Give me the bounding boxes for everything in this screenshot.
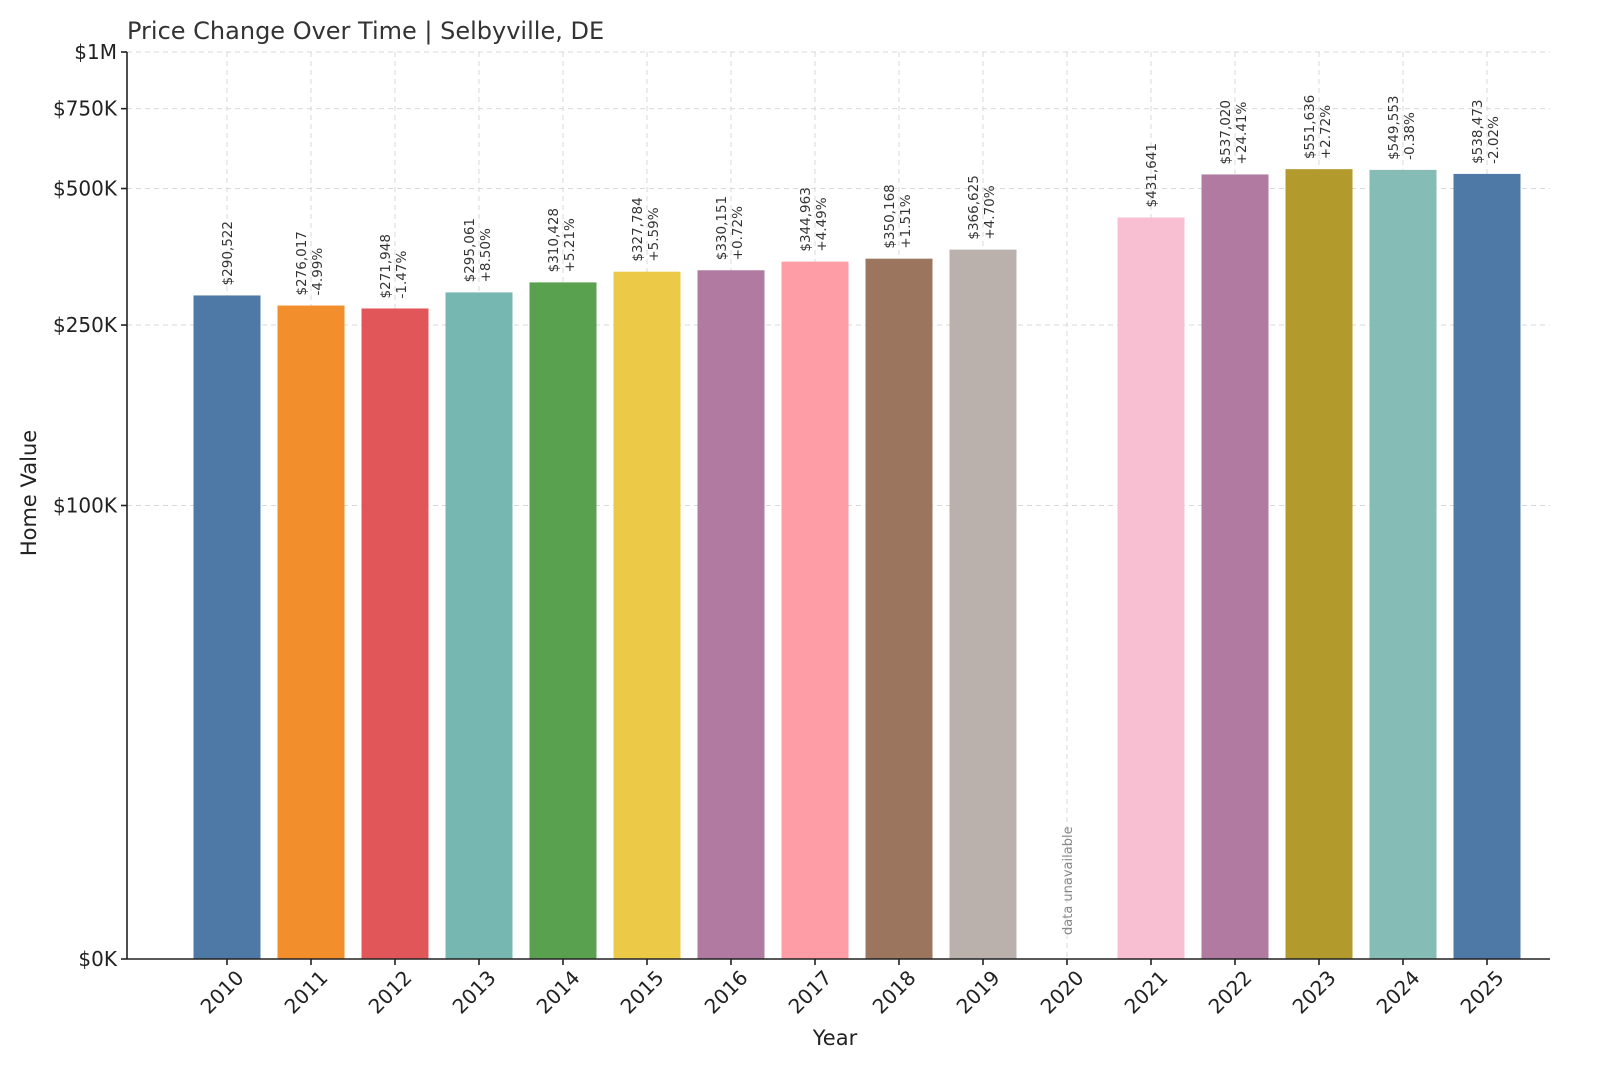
y-tick-label: $100K	[53, 494, 118, 518]
change-label: +4.70%	[982, 185, 998, 239]
x-tick-label: 2021	[1120, 966, 1173, 1019]
x-tick-label: 2011	[280, 966, 333, 1019]
change-label: +4.49%	[814, 197, 830, 251]
change-label: -2.02%	[1486, 116, 1502, 164]
y-tick-label: $250K	[53, 313, 118, 337]
bar-label-layer: $290,522 $276,017 -4.99% $271,948 -1.47% $295…	[220, 95, 1502, 935]
y-tick-label: $0K	[78, 947, 117, 971]
value-label: $549,553	[1386, 95, 1402, 159]
x-tick-label: 2017	[784, 966, 837, 1019]
x-tick-label: 2024	[1372, 966, 1425, 1019]
bar-2025	[1453, 173, 1521, 959]
value-label: $276,017	[294, 231, 310, 295]
value-label: $271,948	[378, 234, 394, 298]
bar-2012	[361, 308, 429, 959]
value-label: $310,428	[546, 208, 562, 272]
bar-2017	[781, 261, 849, 959]
bar-layer	[193, 169, 1521, 960]
bar-2015	[613, 271, 681, 959]
value-label: $537,020	[1218, 100, 1234, 164]
bar-2013	[445, 292, 513, 959]
x-tick-label: 2025	[1456, 966, 1509, 1019]
bar-2018	[865, 258, 933, 959]
y-axis-label: Home Value	[17, 430, 41, 556]
x-tick-label: 2010	[196, 966, 249, 1019]
x-tick-label: 2013	[448, 966, 501, 1019]
change-label: -0.38%	[1402, 112, 1418, 160]
x-tick-label: 2014	[532, 966, 585, 1019]
x-tick-label: 2022	[1204, 966, 1257, 1019]
x-axis-label: Year	[812, 1026, 858, 1050]
change-label: -1.47%	[394, 251, 410, 299]
value-label: $290,522	[220, 221, 236, 285]
value-label: $327,784	[630, 197, 646, 261]
x-tick-label: 2012	[364, 966, 417, 1019]
x-tick-label: 2019	[952, 966, 1005, 1019]
x-tick-label: 2015	[616, 966, 669, 1019]
x-tick-label: 2016	[700, 966, 753, 1019]
x-tick-label: 2023	[1288, 966, 1341, 1019]
change-label: +5.59%	[646, 207, 662, 261]
bar-2014	[529, 282, 597, 959]
bar-2022	[1201, 174, 1269, 959]
change-label: +0.72%	[730, 206, 746, 260]
value-label: $538,473	[1470, 99, 1486, 163]
y-tick-label: $500K	[53, 177, 118, 201]
value-label: $366,625	[966, 175, 982, 239]
y-tick-label: $750K	[53, 97, 118, 121]
bar-2010	[193, 295, 261, 959]
value-label: $350,168	[882, 184, 898, 248]
change-label: -4.99%	[310, 248, 326, 296]
bar-2011	[277, 305, 345, 959]
value-label: $344,963	[798, 187, 814, 251]
value-label: $431,641	[1144, 143, 1160, 207]
bar-2016	[697, 270, 765, 960]
bar-2019	[949, 249, 1017, 959]
x-tick-label: 2020	[1036, 966, 1089, 1019]
y-tick-label: $1M	[74, 40, 117, 64]
bar-2023	[1285, 169, 1353, 960]
value-label: $295,061	[462, 218, 478, 282]
value-label: $330,151	[714, 196, 730, 260]
change-label: +1.51%	[898, 194, 914, 248]
change-label: +24.41%	[1234, 101, 1250, 164]
change-label: +5.21%	[562, 218, 578, 272]
change-label: +8.50%	[478, 228, 494, 282]
bar-2021	[1117, 217, 1185, 959]
missing-data-label: data unavailable	[1061, 826, 1076, 935]
chart-title: Price Change Over Time | Selbyville, DE	[127, 17, 604, 45]
change-label: +2.72%	[1318, 105, 1334, 159]
value-label: $551,636	[1302, 95, 1318, 159]
bar-2024	[1369, 169, 1437, 960]
x-tick-label: 2018	[868, 966, 921, 1019]
